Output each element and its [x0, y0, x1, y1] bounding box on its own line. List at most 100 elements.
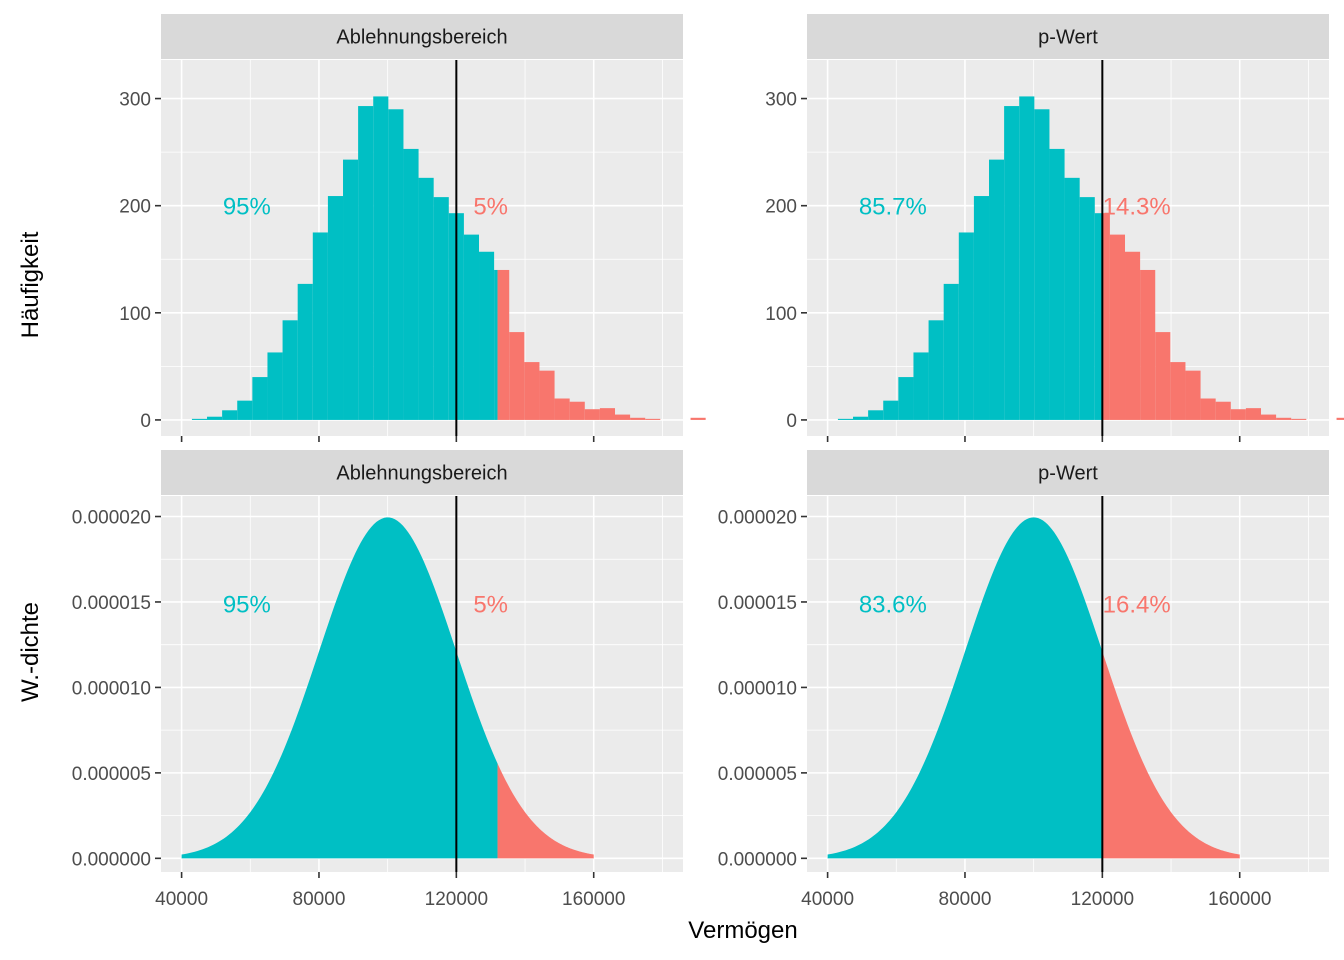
histogram-bar [1019, 96, 1035, 420]
y-tick-label: 100 [119, 304, 151, 325]
histogram-bar [1200, 398, 1216, 420]
histogram-bar [1336, 417, 1344, 420]
histogram-bar [630, 417, 646, 420]
facet-strip [807, 14, 1329, 59]
y-tick-label: 0.000020 [72, 508, 151, 529]
panel-2: Ablehnungsbereich 95% 5% [161, 450, 683, 872]
histogram-bar [252, 377, 268, 420]
histogram-bar [494, 269, 498, 420]
facet-title: p-Wert [1038, 27, 1098, 49]
histogram-bar [868, 410, 884, 420]
histogram-bar [497, 269, 510, 420]
density-area-right [497, 763, 594, 859]
percent-label-left: 83.6% [859, 592, 927, 619]
panel-0: Ablehnungsbereich 95% 5% [161, 14, 706, 436]
x-tick-label: 80000 [939, 889, 992, 910]
y-tick-label: 0.000010 [718, 678, 797, 699]
y-tick-label: 0.000005 [72, 764, 151, 785]
x-tick-label: 120000 [1071, 889, 1134, 910]
histogram-bar [973, 196, 990, 420]
histogram-bar [989, 159, 1005, 420]
x-tick-label: 40000 [801, 889, 854, 910]
histogram-bar [358, 106, 374, 420]
histogram-bar [1291, 418, 1307, 420]
density-area-left [181, 517, 498, 859]
histogram-bar [1230, 409, 1246, 420]
facet-title: Ablehnungsbereich [336, 27, 507, 49]
histogram-bar [943, 283, 959, 420]
axes: 0 100 200 300 0 100 200 300 0.000000 0.000005 0.00… [72, 90, 1272, 910]
histogram-bar [539, 370, 555, 420]
histogram-bar [1245, 408, 1262, 420]
y-tick-label: 300 [765, 90, 797, 111]
histogram-bar [1155, 332, 1171, 420]
histogram-bar [645, 418, 661, 420]
y-tick-label: 200 [119, 197, 151, 218]
panels: Ablehnungsbereich 95% 5% p-Wert 85.7% 14.3% Ab… [161, 14, 1344, 872]
histogram-bar [690, 417, 706, 420]
facet-title: Ablehnungsbereich [336, 463, 507, 485]
histogram-bar [463, 234, 480, 420]
y-axis-title-histogram: Häufigkeit [17, 231, 44, 338]
histogram-bar [222, 410, 238, 420]
histogram-bar [1261, 414, 1277, 420]
histogram-bar [1034, 109, 1050, 420]
histogram-bar [524, 362, 540, 420]
percent-label-right: 16.4% [1103, 592, 1171, 619]
x-tick-label: 120000 [425, 889, 488, 910]
y-tick-label: 0.000000 [718, 849, 797, 870]
histogram-bar [1004, 106, 1020, 420]
histogram-bar [509, 332, 525, 420]
histogram-bar [1064, 177, 1080, 420]
panel-1: p-Wert 85.7% 14.3% [807, 14, 1344, 436]
panel-3: p-Wert 83.6% 16.4% [807, 450, 1329, 872]
percent-label-right: 14.3% [1103, 194, 1171, 221]
y-tick-label: 0 [786, 411, 797, 432]
x-axis-title: Vermögen [688, 917, 797, 944]
histogram-bar [837, 418, 854, 420]
histogram-bar [267, 352, 283, 420]
histogram-bar [615, 414, 631, 420]
y-axis-title-density: W.-dichte [17, 602, 44, 702]
histogram-bar [373, 96, 389, 420]
percent-label-right: 5% [473, 592, 508, 619]
histogram-bar [1109, 234, 1126, 420]
histogram-bar [433, 197, 449, 420]
percent-label-left: 85.7% [859, 194, 927, 221]
y-tick-label: 300 [119, 90, 151, 111]
histogram-bar [1185, 370, 1201, 420]
histogram-bar [584, 409, 600, 420]
histogram-bar [403, 148, 419, 420]
histogram-bar [237, 400, 253, 420]
y-tick-label: 200 [765, 197, 797, 218]
y-tick-label: 0.000020 [718, 508, 797, 529]
facet-strip [807, 450, 1329, 495]
histogram-bar [1215, 401, 1231, 420]
histogram-bar [418, 177, 434, 420]
histogram-bar [913, 352, 929, 420]
histogram-bar [312, 232, 328, 420]
histogram-bar [282, 320, 298, 420]
x-tick-label: 40000 [155, 889, 208, 910]
histogram-bar [554, 398, 570, 420]
histogram-bar [599, 408, 616, 420]
density-area-right [1102, 651, 1240, 859]
facet-strip [161, 14, 683, 59]
x-tick-label: 80000 [293, 889, 346, 910]
histogram-bar [297, 283, 313, 420]
histogram-bar [1049, 148, 1065, 420]
histogram-bar [327, 196, 344, 420]
histogram-bar [1102, 213, 1110, 420]
y-tick-label: 100 [765, 304, 797, 325]
histogram-bar [883, 400, 899, 420]
x-tick-label: 160000 [1208, 889, 1271, 910]
facet-strip [161, 450, 683, 495]
y-tick-label: 0.000015 [72, 593, 151, 614]
histogram-bar [1094, 213, 1103, 420]
y-tick-label: 0.000015 [718, 593, 797, 614]
histogram-bar [1125, 251, 1141, 420]
y-tick-label: 0.000005 [718, 764, 797, 785]
histogram-bar [958, 232, 974, 420]
histogram-bar [388, 109, 404, 420]
